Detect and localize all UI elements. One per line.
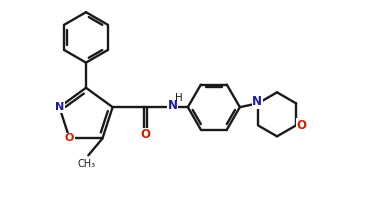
Text: O: O — [65, 133, 74, 143]
Text: O: O — [297, 119, 307, 132]
Text: CH₃: CH₃ — [77, 159, 95, 169]
Text: N: N — [55, 102, 64, 112]
Text: O: O — [140, 128, 150, 141]
Text: H: H — [175, 93, 183, 103]
Text: N: N — [168, 99, 177, 112]
Text: N: N — [252, 95, 262, 108]
